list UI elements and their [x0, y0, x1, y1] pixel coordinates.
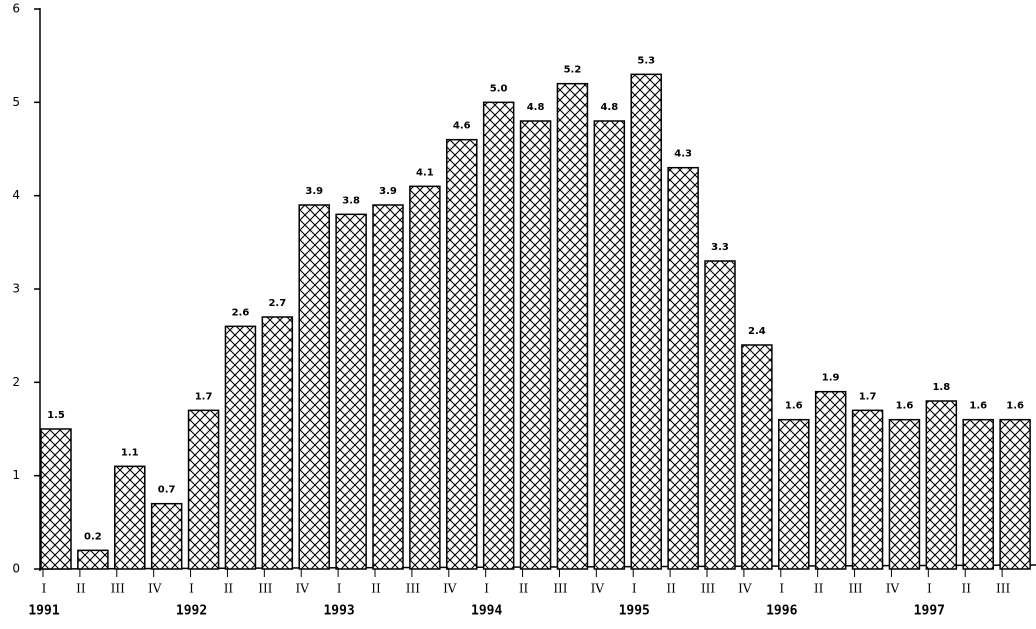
bar: [925, 400, 958, 570]
value-label: 4.6: [453, 121, 471, 132]
year-label: 1995: [619, 604, 650, 619]
y-tick-label: 1: [12, 468, 20, 482]
bar: [187, 409, 220, 570]
x-tick-label: I: [189, 582, 194, 596]
bar: [593, 120, 626, 570]
bar: [704, 260, 736, 570]
x-tick-label: II: [814, 582, 824, 596]
value-label: 1.6: [969, 401, 987, 412]
value-label: 5.2: [564, 65, 582, 76]
y-tick-label: 3: [12, 282, 20, 296]
year-label: 1997: [914, 604, 945, 619]
bar: [962, 418, 994, 570]
x-tick-label: III: [258, 582, 272, 596]
x-tick-label: I: [779, 582, 784, 596]
x-tick-label: IV: [738, 582, 752, 596]
x-tick-label: IV: [148, 582, 162, 596]
x-tick-label: IV: [886, 582, 900, 596]
y-tick-label: 4: [12, 188, 20, 202]
year-label: 1991: [28, 604, 59, 619]
value-label: 2.7: [268, 298, 286, 309]
value-label: 1.5: [47, 410, 65, 421]
value-label: 4.3: [674, 149, 692, 160]
y-tick-label: 5: [12, 95, 20, 109]
value-label: 4.8: [527, 102, 545, 113]
y-tick-label: 6: [12, 2, 20, 16]
x-tick-label: II: [519, 582, 529, 596]
bar: [999, 418, 1031, 570]
y-tick-label: 0: [12, 562, 20, 576]
year-label: 1994: [471, 604, 502, 619]
value-label: 1.6: [1006, 401, 1024, 412]
x-tick-label: I: [927, 582, 932, 596]
value-label: 3.3: [711, 242, 729, 253]
x-tick-label: III: [406, 582, 420, 596]
value-label: 1.7: [859, 391, 877, 402]
bar: [77, 549, 109, 570]
bar: [409, 185, 441, 570]
x-tick-label: I: [632, 582, 637, 596]
value-label: 4.8: [600, 102, 618, 113]
y-tick-label: 2: [12, 375, 20, 389]
x-tick-label: IV: [296, 582, 310, 596]
value-label: 2.6: [232, 307, 250, 318]
value-label: 1.8: [932, 382, 950, 393]
x-tick-label: III: [553, 582, 567, 596]
x-tick-label: III: [996, 582, 1010, 596]
x-tick-label: II: [371, 582, 381, 596]
value-label: 1.6: [896, 401, 914, 412]
value-label: 1.9: [822, 373, 840, 384]
bar: [814, 390, 847, 570]
value-label: 0.2: [84, 531, 102, 542]
bar: [150, 502, 183, 570]
bar: [741, 344, 773, 570]
year-label: 1996: [766, 604, 797, 619]
x-tick-label: IV: [443, 582, 457, 596]
bar: [446, 138, 478, 570]
bar: [778, 418, 810, 570]
x-tick-label: I: [484, 582, 489, 596]
value-label: 2.4: [748, 326, 766, 337]
bar: [372, 204, 404, 570]
x-tick-label: II: [961, 582, 971, 596]
bar: [630, 73, 662, 570]
bar: [888, 418, 921, 570]
value-label: 1.7: [195, 391, 213, 402]
value-label: 5.3: [637, 55, 655, 66]
bar: [298, 204, 330, 570]
value-label: 1.1: [121, 447, 139, 458]
value-label: 5.0: [490, 83, 508, 94]
year-label: 1992: [176, 604, 207, 619]
bar: [224, 325, 257, 570]
bar: [556, 82, 589, 570]
x-tick-label: II: [666, 582, 676, 596]
x-tick-label: II: [224, 582, 234, 596]
x-tick-label: II: [76, 582, 86, 596]
bar: [482, 101, 515, 570]
year-label: 1993: [323, 604, 354, 619]
value-label: 3.9: [379, 186, 397, 197]
value-label: 0.7: [158, 485, 176, 496]
bar: [851, 409, 884, 570]
value-label: 3.9: [305, 186, 323, 197]
bar: [261, 316, 294, 570]
value-label: 1.6: [785, 401, 803, 412]
bar: [40, 428, 72, 570]
bar: [667, 166, 699, 570]
bar: [335, 213, 367, 570]
x-tick-label: III: [848, 582, 862, 596]
x-tick-label: I: [337, 582, 342, 596]
x-tick-label: IV: [591, 582, 605, 596]
bar: [114, 465, 146, 570]
x-tick-label: III: [701, 582, 715, 596]
value-label: 3.8: [342, 195, 360, 206]
x-tick-label: I: [42, 582, 47, 596]
value-label: 4.1: [416, 167, 434, 178]
x-tick-label: III: [111, 582, 125, 596]
bar: [519, 120, 552, 570]
